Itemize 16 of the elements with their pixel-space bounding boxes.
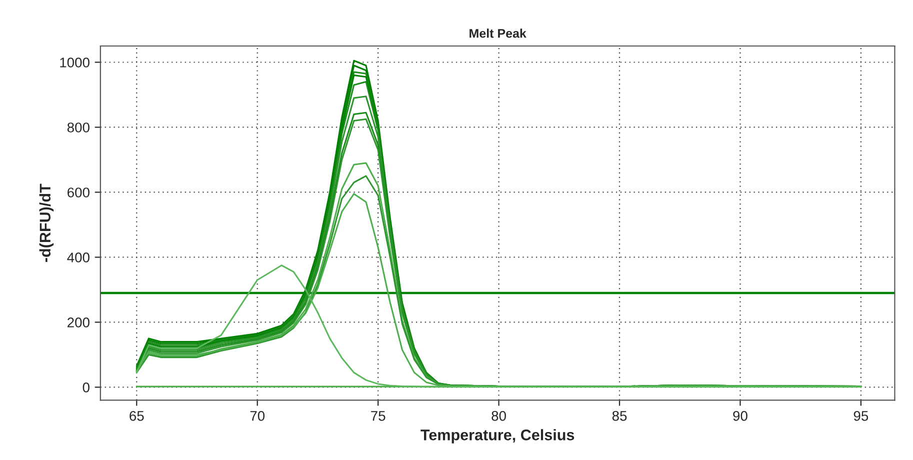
y-axis-title: -d(RFU)/dT [39, 184, 54, 262]
x-tick-label: 95 [854, 410, 868, 421]
y-tick-label: 600 [68, 188, 90, 198]
y-tick-label: 800 [67, 122, 90, 132]
x-tick-label: 75 [371, 411, 386, 421]
x-tick-label: 80 [492, 410, 506, 421]
x-tick-label: 65 [130, 410, 144, 421]
y-tick-label: 400 [67, 252, 90, 262]
x-tick-label: 85 [612, 410, 627, 421]
y-tick-label: 200 [68, 318, 90, 328]
x-tick-label: 70 [250, 410, 265, 421]
chart-title: Melt Peak [470, 28, 526, 38]
x-axis-title: Temperature, Celsius [420, 429, 574, 444]
y-tick-label: 1000 [60, 58, 90, 68]
y-tick-label: 0 [82, 382, 90, 392]
x-tick-label: 90 [733, 410, 748, 421]
